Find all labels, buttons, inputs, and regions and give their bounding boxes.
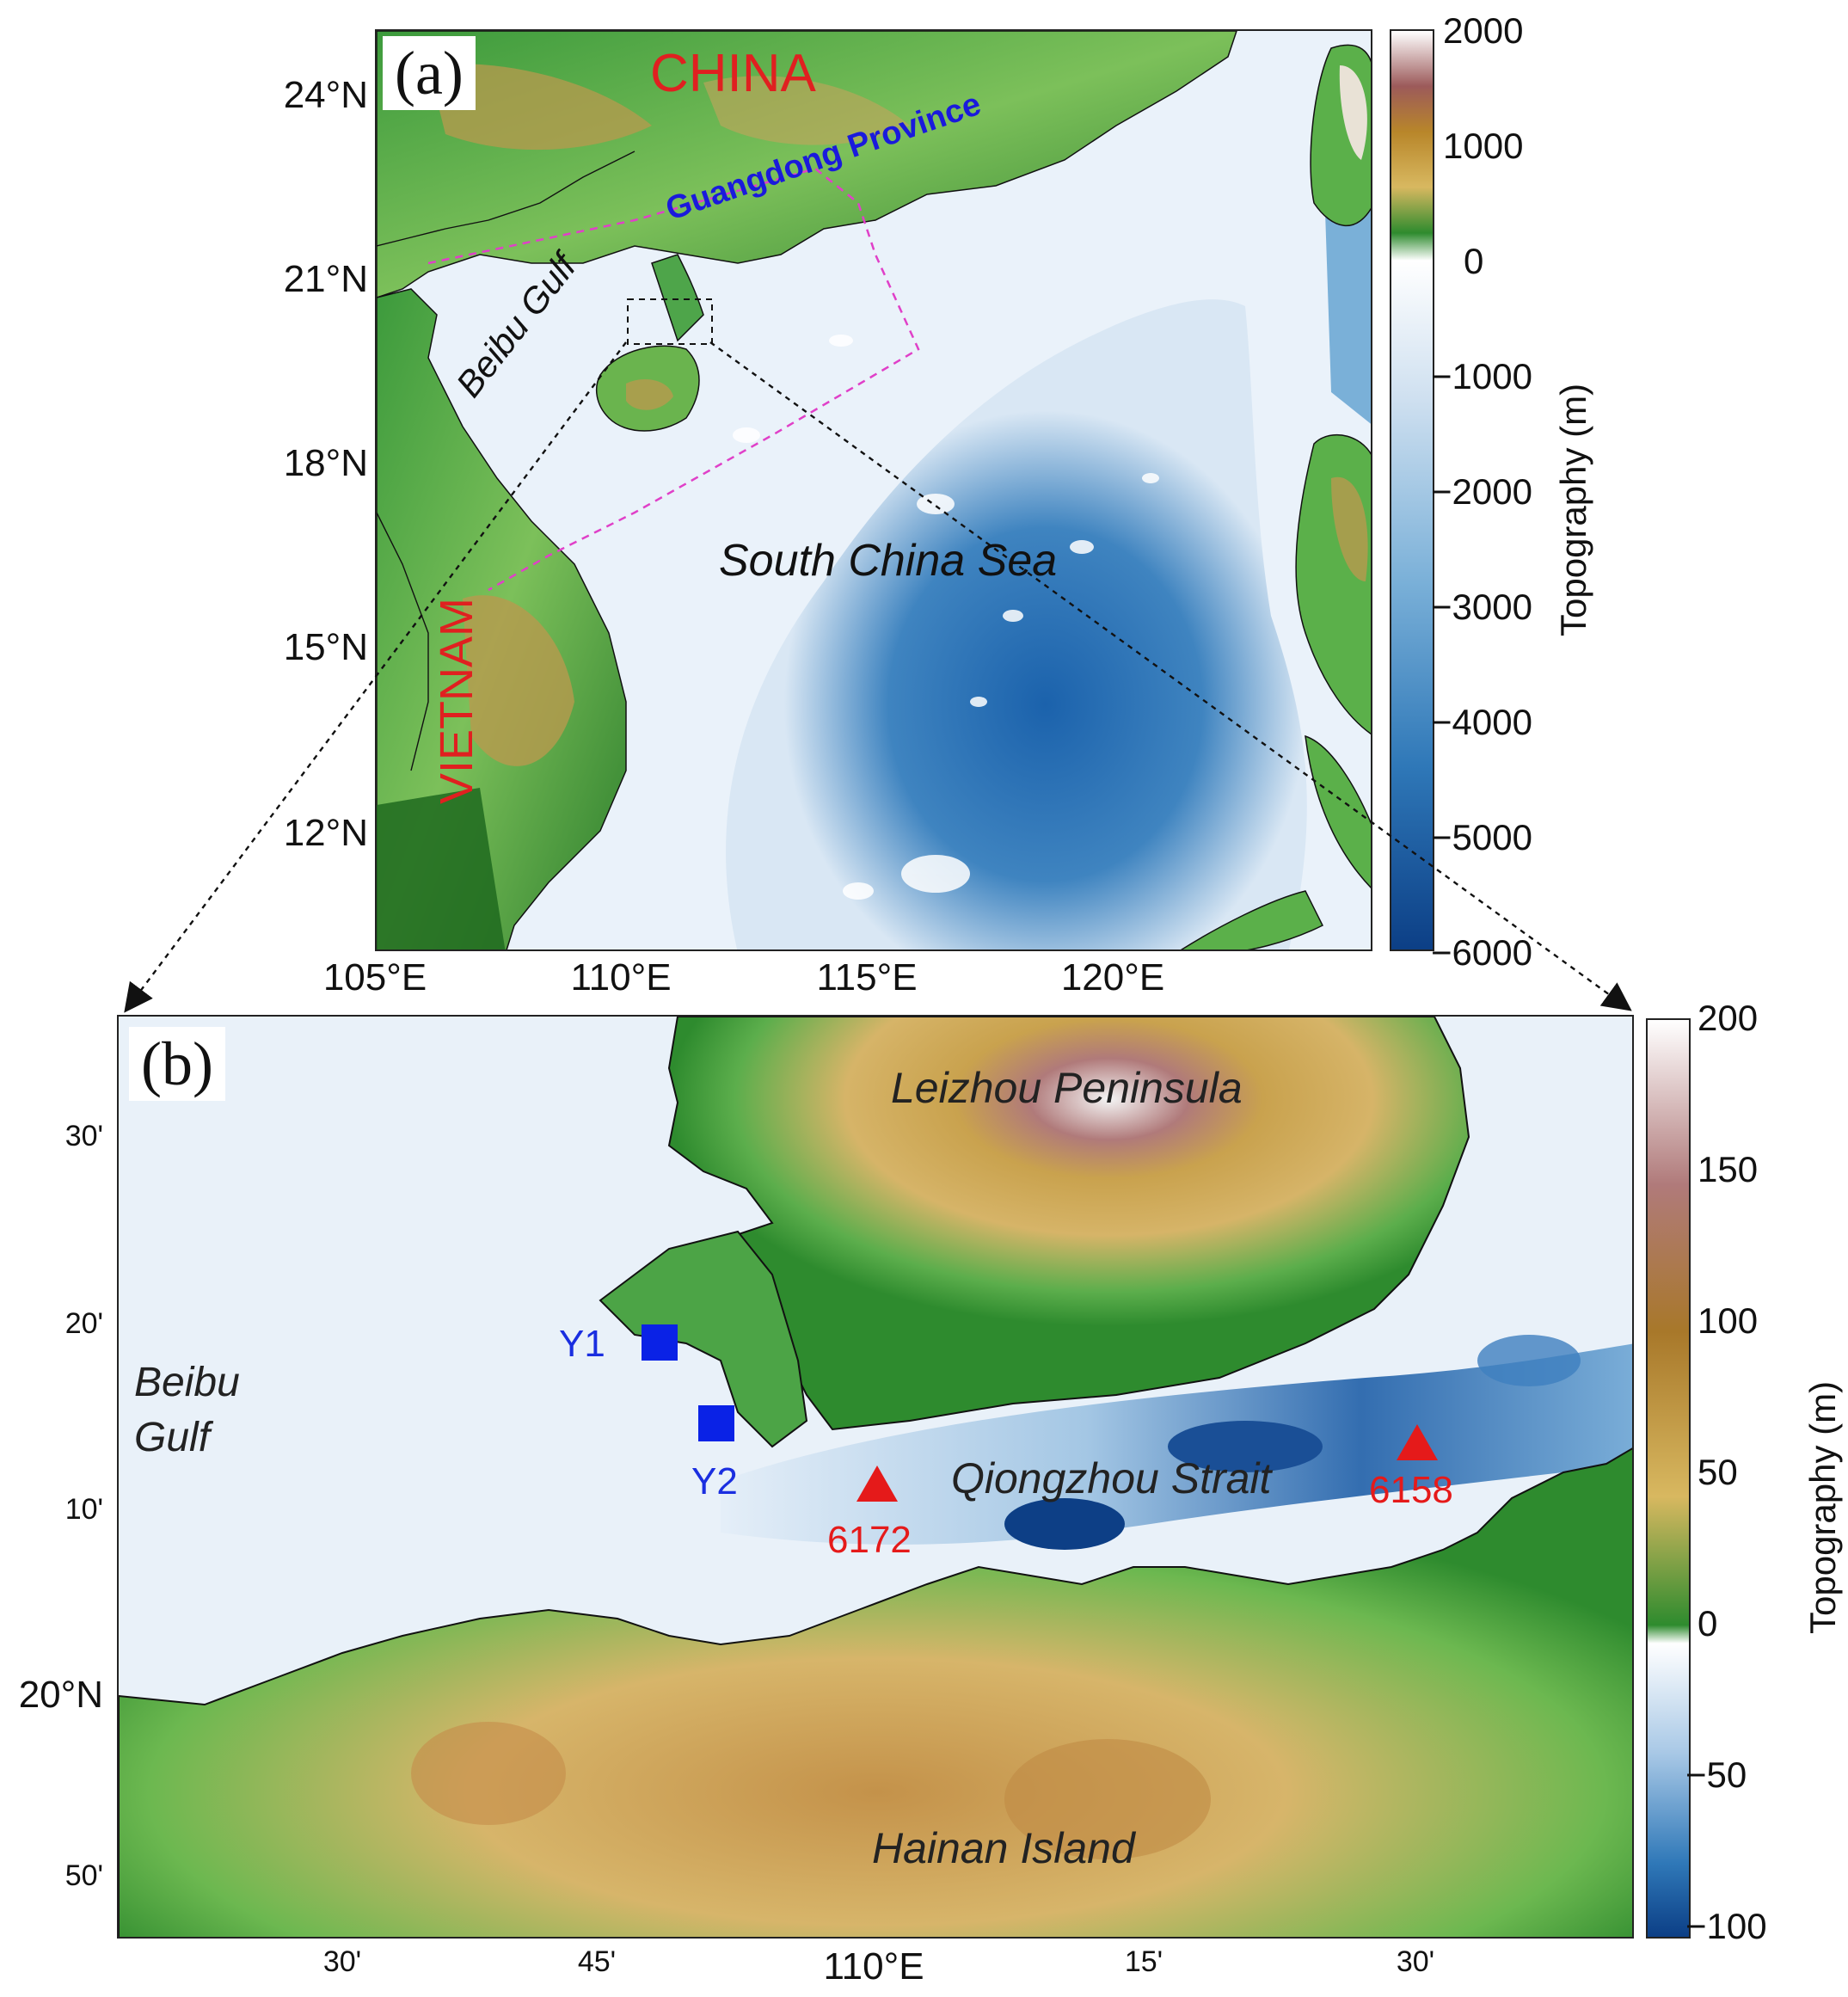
leizhou-peninsula bbox=[667, 1017, 1470, 1431]
label-leizhou: Leizhou Peninsula bbox=[891, 1064, 1243, 1112]
study-region-box bbox=[427, 167, 920, 592]
lon-tick-b-110e: 110°E bbox=[823, 1945, 924, 1988]
label-beibu-line1: Beibu bbox=[134, 1360, 240, 1405]
colorbar-a-label: Topography (m) bbox=[1553, 383, 1593, 636]
label-hainan: Hainan Island bbox=[872, 1824, 1135, 1872]
china-highland-2 bbox=[703, 76, 910, 145]
cb-b-tick-100: 100 bbox=[1698, 1300, 1759, 1341]
lat-tick-b-10: 10' bbox=[64, 1493, 103, 1526]
cb-b-tick-150: 150 bbox=[1698, 1149, 1759, 1189]
hainan-hill-1 bbox=[411, 1722, 566, 1825]
cb-a-tick-1000: 1000 bbox=[1443, 126, 1524, 166]
label-south-china-sea: South China Sea bbox=[719, 536, 1058, 586]
lon-tick-b-30w: 30' bbox=[322, 1945, 362, 1978]
lon-tick-110e: 110°E bbox=[570, 956, 672, 998]
hainan-highland bbox=[626, 379, 673, 410]
lat-tick-12n: 12°N bbox=[283, 812, 368, 854]
lon-tick-b-45: 45' bbox=[577, 1945, 617, 1978]
panel-a-label: (a) bbox=[383, 36, 476, 111]
lon-tick-105e: 105°E bbox=[322, 956, 427, 998]
lon-tick-120e: 120°E bbox=[1060, 956, 1165, 998]
panel-a-topography bbox=[377, 31, 1371, 949]
station-y1-label: Y1 bbox=[559, 1323, 605, 1365]
lon-tick-b-15: 15' bbox=[1124, 1945, 1163, 1978]
station-y1-marker bbox=[642, 1324, 678, 1361]
taiwan-peaks bbox=[1339, 65, 1367, 160]
china-highland bbox=[428, 64, 652, 151]
cb-a-tick-m6000: −6000 bbox=[1431, 932, 1532, 973]
colorbar-a bbox=[1390, 29, 1434, 951]
lat-tick-b-20: 20' bbox=[64, 1307, 103, 1340]
strait-deep-2 bbox=[1168, 1421, 1323, 1472]
cb-a-tick-m1000: −1000 bbox=[1431, 356, 1532, 396]
strait-deep-3 bbox=[1477, 1335, 1581, 1386]
cb-a-tick-m3000: −3000 bbox=[1431, 587, 1532, 627]
station-y2-label: Y2 bbox=[691, 1460, 738, 1502]
strait-deep-1 bbox=[1004, 1498, 1125, 1550]
lat-tick-24n: 24°N bbox=[283, 74, 368, 116]
lat-tick-b-20n: 20°N bbox=[18, 1674, 103, 1716]
colorbar-b-label: Topography (m) bbox=[1802, 1380, 1843, 1634]
label-beibu-line2: Gulf bbox=[134, 1415, 211, 1460]
label-vietnam: VIETNAM bbox=[431, 597, 482, 804]
lat-tick-b-30: 30' bbox=[64, 1120, 103, 1152]
cb-b-tick-200: 200 bbox=[1698, 998, 1759, 1038]
cb-a-tick-0: 0 bbox=[1464, 241, 1484, 281]
zoom-box bbox=[627, 298, 713, 345]
border-china-vietnam bbox=[377, 151, 635, 247]
leizhou-peninsula-small bbox=[651, 254, 704, 342]
lat-tick-b-50: 50' bbox=[64, 1859, 103, 1892]
cb-a-tick-m4000: −4000 bbox=[1431, 702, 1532, 742]
station-6172-marker bbox=[856, 1465, 898, 1502]
cb-a-tick-m5000: −5000 bbox=[1431, 817, 1532, 857]
cb-b-tick-0: 0 bbox=[1698, 1603, 1718, 1644]
lon-tick-b-30e: 30' bbox=[1396, 1945, 1435, 1978]
lat-tick-21n: 21°N bbox=[283, 258, 368, 300]
cb-b-tick-m50: −50 bbox=[1685, 1754, 1747, 1795]
lon-tick-115e: 115°E bbox=[816, 956, 918, 998]
hainan-hill-2 bbox=[1004, 1739, 1211, 1859]
panel-a-map bbox=[375, 29, 1372, 951]
label-china: CHINA bbox=[650, 44, 816, 103]
cb-b-tick-m100: −100 bbox=[1685, 1906, 1767, 1946]
station-6158-label: 6158 bbox=[1369, 1469, 1453, 1511]
label-qiongzhou: Qiongzhou Strait bbox=[951, 1454, 1272, 1502]
cb-a-tick-2000: 2000 bbox=[1443, 10, 1524, 51]
station-y2-marker bbox=[698, 1405, 734, 1441]
cb-b-tick-50: 50 bbox=[1698, 1452, 1738, 1492]
lat-tick-18n: 18°N bbox=[283, 442, 368, 484]
lat-tick-15n: 15°N bbox=[283, 626, 368, 668]
colorbar-b bbox=[1646, 1018, 1691, 1939]
leizhou-west-lobe bbox=[599, 1230, 808, 1448]
station-6172-label: 6172 bbox=[827, 1519, 912, 1561]
station-6158-marker bbox=[1397, 1424, 1438, 1460]
panel-b-label: (b) bbox=[129, 1027, 225, 1102]
cb-a-tick-m2000: −2000 bbox=[1431, 471, 1532, 512]
